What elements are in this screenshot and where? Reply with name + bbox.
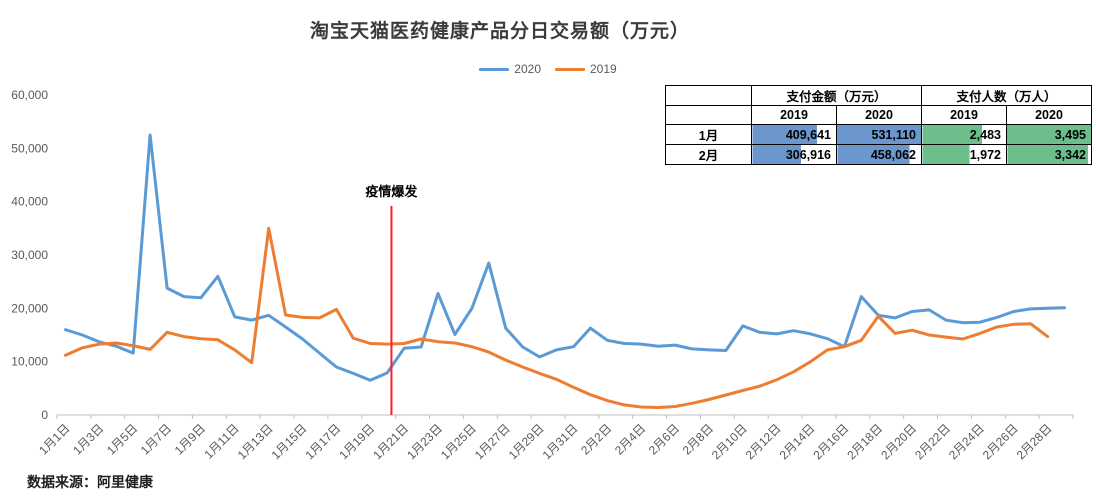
- x-axis-tick-label: 1月3日: [70, 421, 106, 457]
- table-value-cell: 531,110: [836, 124, 922, 145]
- y-axis-tick-label: 40,000: [11, 195, 48, 209]
- legend-item-2020[interactable]: 2020: [479, 62, 541, 76]
- legend-label-2020: 2020: [514, 62, 541, 76]
- table-value-cell: 3,495: [1006, 124, 1092, 145]
- series-line-2020: [64, 133, 1066, 382]
- legend-item-2019[interactable]: 2019: [555, 62, 617, 76]
- x-axis-tick-label: 1月17日: [302, 421, 343, 462]
- x-axis-tick-label: 1月29日: [506, 421, 547, 462]
- x-axis-tick-label: 2月10日: [709, 421, 750, 462]
- x-axis-tick-label: 1月25日: [438, 421, 479, 462]
- table-group-header-row: 支付金额（万元） 支付人数（万人）: [665, 85, 1092, 106]
- x-axis-tick-label: 2月18日: [844, 421, 885, 462]
- x-axis-tick-label: 2月20日: [878, 421, 919, 462]
- pay-amount-header: 支付金额（万元）: [751, 85, 922, 106]
- x-axis-tick-label: 1月19日: [336, 421, 377, 462]
- x-axis-tick-label: 2月28日: [1014, 421, 1055, 462]
- year-header: 2020: [1006, 105, 1092, 125]
- y-axis-tick-label: 60,000: [11, 88, 48, 102]
- x-axis-tick-label: 1月31日: [540, 421, 581, 462]
- x-axis-tick-label: 2月4日: [612, 421, 648, 457]
- y-axis-tick-label: 0: [41, 408, 48, 422]
- x-axis-tick-label: 1月21日: [370, 421, 411, 462]
- summary-table: 支付金额（万元） 支付人数（万人） 2019 2020 2019 2020 1月…: [665, 85, 1092, 165]
- y-axis-tick-label: 30,000: [11, 248, 48, 262]
- x-axis-tick-label: 2月16日: [810, 421, 851, 462]
- row-label-jan: 1月: [665, 124, 752, 145]
- legend-line-swatch-2019: [555, 67, 585, 71]
- x-axis-tick-label: 2月14日: [777, 421, 818, 462]
- y-axis-tick-label: 20,000: [11, 301, 48, 315]
- x-axis-tick-label: 2月26日: [980, 421, 1021, 462]
- table-value-cell: 458,062: [836, 144, 922, 165]
- pay-count-header: 支付人数（万人）: [921, 85, 1092, 106]
- series-line-2019: [64, 226, 1050, 409]
- table-value-cell: 306,916: [751, 144, 837, 165]
- chart-legend: 2020 2019: [0, 62, 1096, 76]
- table-year-header-row: 2019 2020 2019 2020: [665, 105, 1092, 125]
- x-axis-tick-label: 1月13日: [235, 421, 276, 462]
- table-row: 1月 409,641 531,110 2,483 3,495: [665, 124, 1092, 145]
- x-axis-tick-label: 2月22日: [912, 421, 953, 462]
- epidemic-outbreak-label: 疫情爆发: [365, 184, 418, 199]
- legend-line-swatch-2020: [479, 67, 510, 71]
- table-corner-cell: [665, 105, 752, 125]
- x-axis-tick-label: 1月11日: [202, 421, 242, 461]
- data-source-note: 数据来源：阿里健康: [27, 474, 153, 490]
- year-header: 2020: [836, 105, 922, 125]
- y-axis-tick-label: 50,000: [11, 141, 48, 155]
- x-axis-tick-label: 1月27日: [472, 421, 513, 462]
- x-axis-tick-label: 1月7日: [138, 421, 174, 457]
- table-value-cell: 2,483: [921, 124, 1007, 145]
- x-axis-tick-label: 2月6日: [646, 421, 682, 457]
- legend-label-2019: 2019: [590, 62, 617, 76]
- x-axis-tick-label: 2月12日: [743, 421, 784, 462]
- y-axis-tick-label: 10,000: [11, 355, 48, 369]
- table-row: 2月 306,916 458,062 1,972 3,342: [665, 144, 1092, 165]
- row-label-feb: 2月: [665, 144, 752, 165]
- table-value-cell: 1,972: [921, 144, 1007, 165]
- chart-title: 淘宝天猫医药健康产品分日交易额（万元）: [309, 21, 690, 42]
- year-header: 2019: [921, 105, 1007, 125]
- x-axis-tick-label: 2月2日: [578, 421, 614, 457]
- year-header: 2019: [751, 105, 837, 125]
- x-axis-tick-label: 2月24日: [946, 421, 987, 462]
- x-axis-tick-label: 1月23日: [404, 421, 445, 462]
- table-value-cell: 3,342: [1006, 144, 1092, 165]
- x-axis-tick-label: 1月15日: [269, 421, 310, 462]
- x-axis-tick-label: 1月1日: [36, 421, 72, 457]
- table-corner-cell: [665, 85, 752, 106]
- x-axis-tick-label: 1月5日: [104, 421, 140, 457]
- table-value-cell: 409,641: [751, 124, 837, 145]
